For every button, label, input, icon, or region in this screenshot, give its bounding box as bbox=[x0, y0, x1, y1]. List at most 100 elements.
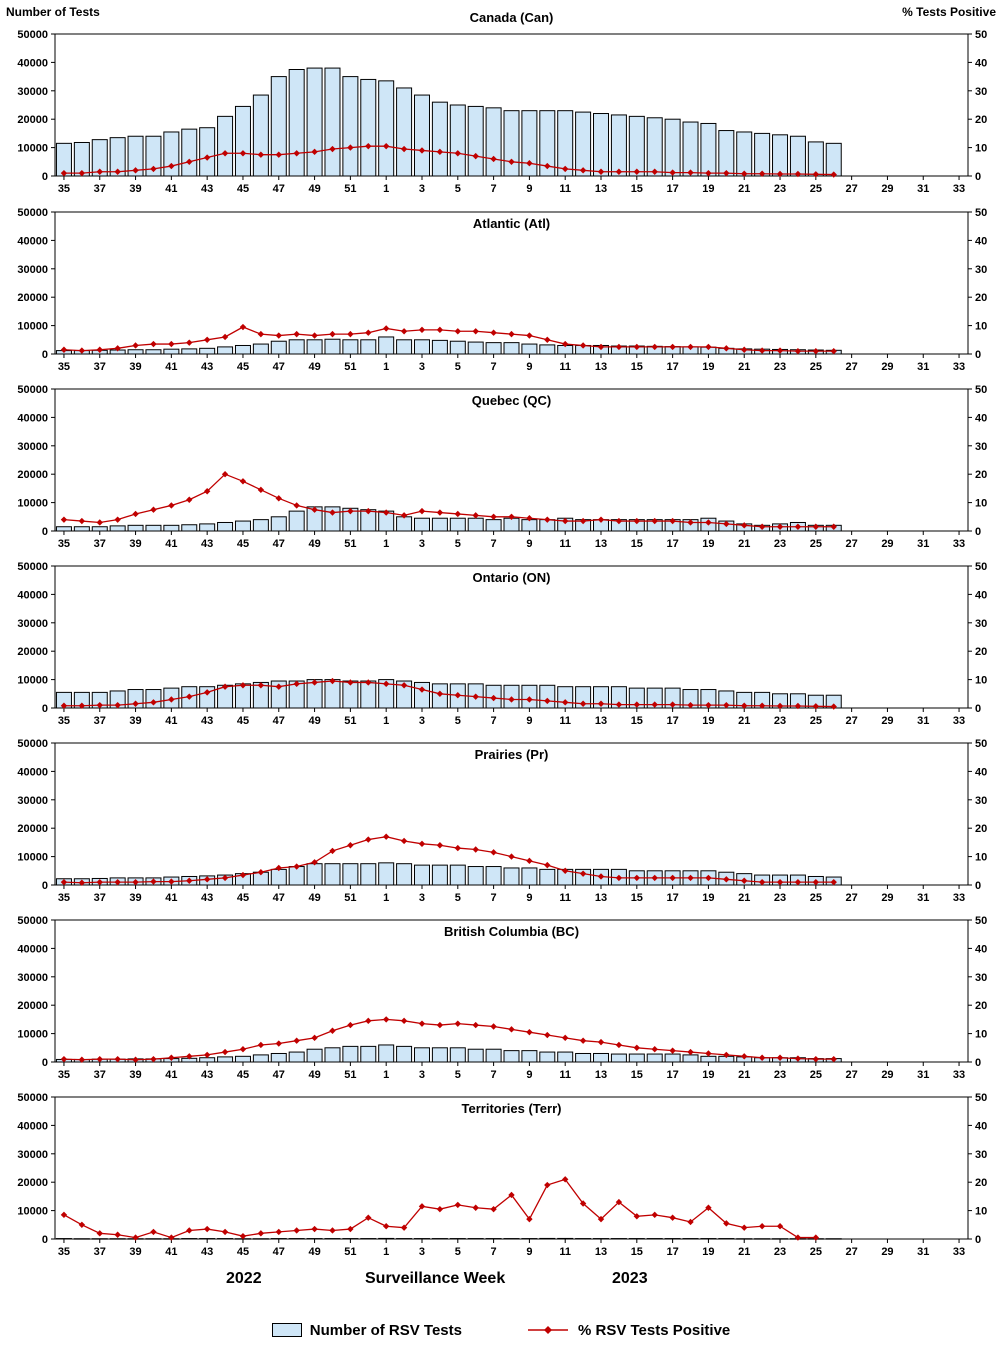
rsv-tests-bar bbox=[467, 866, 484, 886]
rsv-tests-bar bbox=[628, 687, 645, 709]
x-axis-tick-label: 51 bbox=[344, 361, 356, 373]
left-axis-tick-label: 10000 bbox=[17, 498, 48, 510]
x-axis-tick-label: 47 bbox=[273, 361, 285, 373]
x-axis-tick-label: 11 bbox=[559, 1246, 571, 1258]
right-axis-tick-label: 40 bbox=[975, 235, 987, 247]
diamond-marker bbox=[60, 346, 68, 353]
rsv-tests-bar bbox=[485, 866, 502, 886]
x-axis-tick-label: 21 bbox=[738, 361, 750, 373]
diamond-marker bbox=[275, 151, 282, 158]
diamond-marker bbox=[400, 1224, 408, 1231]
diamond-marker bbox=[776, 1223, 784, 1230]
diamond-marker bbox=[812, 1234, 820, 1241]
x-axis-tick-label: 41 bbox=[165, 1246, 177, 1258]
diamond-marker bbox=[669, 169, 676, 176]
diamond-marker bbox=[705, 1204, 712, 1211]
x-axis-tick-label: 47 bbox=[273, 892, 285, 904]
diamond-marker bbox=[758, 702, 766, 709]
diamond-marker bbox=[758, 1054, 766, 1061]
diamond-marker bbox=[293, 330, 300, 338]
rsv-tests-bar bbox=[557, 1237, 574, 1240]
diamond-marker bbox=[221, 1228, 229, 1236]
x-axis-tick-label: 43 bbox=[201, 1246, 213, 1258]
diamond-marker bbox=[239, 150, 247, 157]
diamond-marker bbox=[365, 836, 372, 843]
rsv-tests-bar bbox=[378, 679, 395, 709]
x-axis-tick-label: 43 bbox=[201, 892, 213, 904]
rsv-tests-bar bbox=[700, 1055, 717, 1063]
x-axis-tick-label: 37 bbox=[94, 361, 106, 373]
rsv-tests-bar bbox=[413, 1047, 430, 1063]
left-axis-tick-label: 20000 bbox=[17, 646, 48, 658]
diamond-marker bbox=[329, 330, 336, 338]
diamond-marker bbox=[794, 1234, 802, 1241]
rsv-tests-bars bbox=[55, 1237, 842, 1240]
rsv-tests-bar bbox=[503, 867, 520, 886]
rsv-tests-bar bbox=[593, 1052, 610, 1063]
rsv-tests-bar bbox=[557, 110, 574, 177]
right-axis-tick-label: 10 bbox=[975, 143, 987, 155]
x-axis-tick-label: 29 bbox=[881, 892, 893, 904]
right-axis-tick-label: 20 bbox=[975, 646, 987, 658]
x-axis-tick-label: 49 bbox=[308, 1069, 320, 1081]
diamond-marker bbox=[508, 330, 515, 338]
rsv-tests-bar bbox=[306, 863, 323, 886]
x-axis-tick-label: 31 bbox=[917, 715, 929, 727]
diamond-marker bbox=[651, 874, 658, 882]
rsv-tests-bar bbox=[252, 343, 269, 355]
left-axis-tick-label: 50000 bbox=[17, 561, 48, 573]
diamond-marker bbox=[168, 502, 175, 509]
rsv-tests-bar bbox=[485, 1048, 502, 1063]
rsv-tests-bar bbox=[413, 681, 430, 709]
rsv-tests-bar bbox=[485, 107, 502, 177]
rsv-tests-bar bbox=[360, 78, 377, 177]
x-axis-tick-label: 43 bbox=[201, 183, 213, 195]
rsv-tests-bar bbox=[539, 1051, 556, 1063]
diamond-marker bbox=[633, 1044, 641, 1051]
rsv-tests-bar bbox=[539, 110, 556, 177]
left-axis-tick-label: 20000 bbox=[17, 114, 48, 126]
rsv-tests-bar bbox=[234, 344, 251, 355]
rsv-tests-bar bbox=[181, 348, 198, 355]
rsv-tests-bar bbox=[431, 517, 448, 532]
left-axis-tick-label: 30000 bbox=[17, 86, 48, 98]
rsv-tests-bar bbox=[467, 105, 484, 177]
rsv-tests-bar bbox=[449, 864, 466, 886]
x-axis-tick-label: 21 bbox=[738, 183, 750, 195]
diamond-marker bbox=[96, 519, 103, 526]
diamond-marker bbox=[382, 325, 390, 332]
rsv-tests-bar bbox=[557, 1051, 574, 1063]
x-axis-tick-label: 17 bbox=[666, 1069, 678, 1081]
diamond-marker bbox=[758, 523, 766, 530]
diamond-marker bbox=[454, 1020, 461, 1027]
diamond-marker bbox=[615, 168, 623, 175]
rsv-tests-bar bbox=[163, 524, 180, 532]
rsv-tests-bar bbox=[306, 339, 323, 355]
diamond-marker bbox=[508, 1191, 515, 1199]
diamond-marker bbox=[562, 165, 569, 173]
rsv-tests-bar bbox=[127, 524, 144, 532]
diamond-marker bbox=[275, 495, 282, 502]
diamond-marker bbox=[579, 700, 587, 707]
diamond-marker bbox=[150, 340, 157, 348]
x-axis-tick-label: 13 bbox=[595, 538, 607, 550]
x-axis-tick-label: 1 bbox=[383, 538, 389, 550]
x-axis-tick-label: 51 bbox=[344, 183, 356, 195]
diamond-marker bbox=[347, 1021, 354, 1029]
diamond-marker bbox=[365, 1214, 372, 1221]
x-axis-tick-label: 11 bbox=[559, 183, 571, 195]
rsv-tests-bar bbox=[485, 342, 502, 355]
right-axis-tick-label: 0 bbox=[975, 526, 981, 538]
diamond-marker bbox=[490, 329, 497, 336]
diamond-marker bbox=[544, 861, 551, 869]
diamond-marker bbox=[436, 1205, 444, 1213]
left-axis-tick-label: 30000 bbox=[17, 441, 48, 453]
diamond-marker bbox=[418, 840, 426, 848]
rsv-tests-bar bbox=[234, 105, 251, 177]
diamond-marker bbox=[579, 342, 587, 349]
rsv-tests-bars bbox=[55, 336, 842, 355]
diamond-marker bbox=[329, 145, 336, 153]
diamond-marker bbox=[490, 513, 497, 520]
diamond-marker bbox=[812, 171, 820, 178]
diamond-marker bbox=[418, 147, 426, 154]
